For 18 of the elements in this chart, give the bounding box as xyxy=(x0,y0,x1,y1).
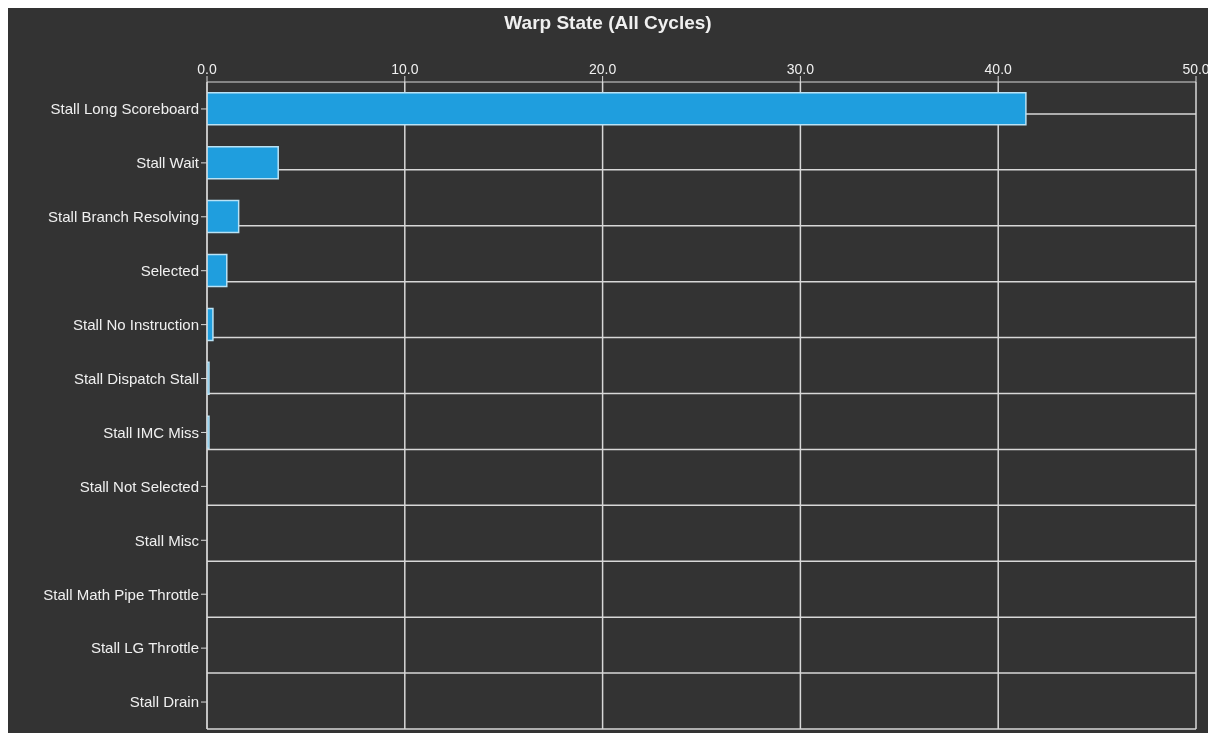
y-tick-label: Selected xyxy=(140,262,199,280)
y-tick-label: Stall IMC Miss xyxy=(103,423,199,441)
x-tick-label: 30.0 xyxy=(786,61,815,77)
y-tick-label: Stall LG Throttle xyxy=(90,639,199,657)
y-tick-label: Stall No Instruction xyxy=(73,315,199,333)
y-tick-label: Stall Long Scoreboard xyxy=(50,100,199,118)
x-tick-label: 40.0 xyxy=(984,61,1013,77)
y-tick-label: Stall Dispatch Stall xyxy=(73,369,199,387)
y-tick-label: Stall Misc xyxy=(134,531,200,549)
chart-title: Warp State (All Cycles) xyxy=(503,12,713,34)
y-tick-label: Stall Drain xyxy=(129,693,199,711)
x-tick-label: 10.0 xyxy=(391,61,419,77)
x-tick-label: 20.0 xyxy=(588,61,617,77)
y-tick-label: Stall Not Selected xyxy=(79,477,199,495)
y-tick-label: Stall Branch Resolving xyxy=(48,208,199,226)
y-tick-label: Stall Math Pipe Throttle xyxy=(43,585,199,603)
y-tick-label: Stall Wait xyxy=(136,154,200,172)
x-tick-label: 0.0 xyxy=(197,61,217,77)
